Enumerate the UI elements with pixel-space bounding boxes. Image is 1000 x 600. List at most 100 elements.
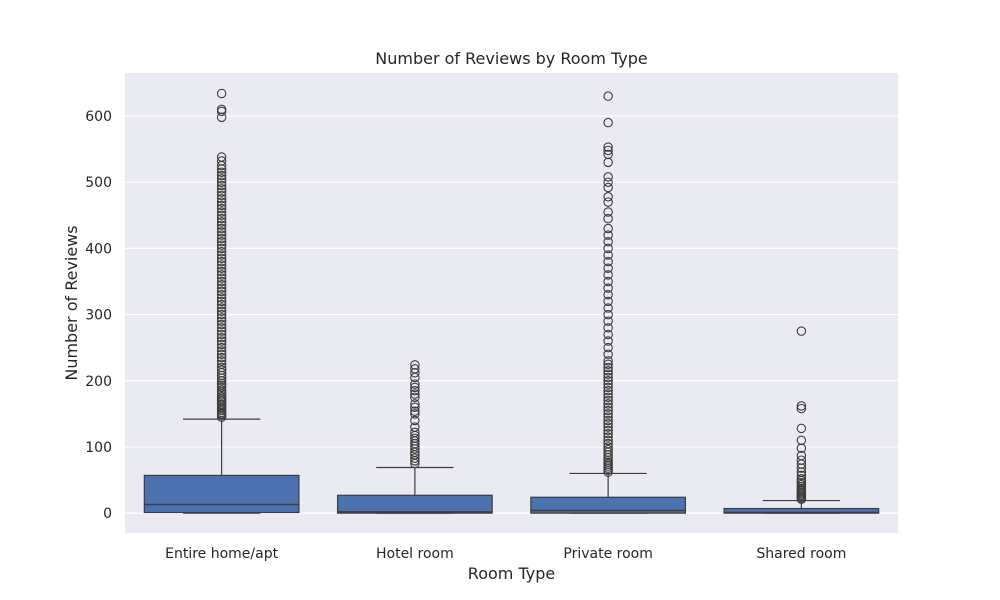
outlier-point (603, 336, 613, 346)
outlier-point (216, 346, 227, 356)
outlier-point (216, 194, 227, 204)
y-tick-label: 0 (103, 506, 112, 522)
outlier-point (603, 149, 613, 160)
outlier-point (603, 412, 613, 422)
plot-area (125, 73, 898, 533)
y-tick-labels: 0 100 200 300 400 500 600 (85, 109, 112, 522)
outlier-point (216, 256, 227, 267)
chart-title: Number of Reviews by Room Type (375, 49, 647, 68)
outlier-point (796, 401, 807, 411)
outlier-point (796, 435, 807, 446)
outlier-point (216, 299, 227, 310)
outlier-point (216, 207, 227, 217)
outlier-point (216, 200, 227, 211)
outlier-point (216, 280, 227, 290)
x-tick-label: Hotel room (376, 546, 454, 562)
outlier-point (216, 276, 227, 287)
outlier-point (216, 227, 227, 237)
outlier-point (410, 382, 420, 393)
outlier-point (603, 356, 613, 366)
outlier-point (216, 385, 227, 395)
outlier-point (796, 326, 807, 336)
outlier-point (603, 309, 613, 320)
outlier-point (216, 332, 227, 343)
outlier-point (216, 352, 227, 363)
outlier-point (216, 170, 227, 181)
outlier-point (603, 145, 613, 156)
outlier-point (796, 455, 807, 465)
outlier-point (216, 233, 227, 244)
y-tick-label: 200 (85, 374, 112, 390)
outlier-point (603, 283, 613, 293)
outlier-point (216, 217, 227, 227)
outlier-point (603, 405, 613, 416)
outlier-point (603, 399, 613, 409)
iqr-box (336, 494, 493, 514)
outlier-point (603, 362, 613, 373)
outlier-point (216, 210, 227, 221)
outlier-point (216, 180, 227, 191)
outlier-point (603, 428, 613, 439)
outlier-point (216, 167, 227, 178)
outlier-point (603, 270, 613, 280)
outlier-point (603, 91, 613, 101)
grid-lines (125, 115, 898, 514)
outlier-point (216, 316, 227, 326)
outlier-point (216, 286, 227, 297)
outlier-point (216, 190, 227, 201)
outlier-point (216, 270, 227, 280)
box-group (530, 91, 687, 514)
outlier-point (410, 392, 420, 403)
box-group (723, 326, 880, 514)
outlier-point (603, 329, 613, 340)
outlier-point (603, 323, 613, 333)
outlier-point (216, 187, 227, 197)
x-tick-label: Shared room (756, 546, 846, 562)
outlier-point (216, 362, 227, 373)
outlier-point (216, 213, 227, 224)
outlier-point (216, 250, 227, 260)
outlier-point (216, 306, 227, 317)
outlier-point (603, 192, 613, 202)
outlier-point (216, 263, 227, 274)
outlier-point (216, 309, 227, 320)
boxes (143, 88, 880, 514)
outlier-point (603, 296, 613, 307)
outlier-point (603, 349, 613, 360)
outlier-point (216, 356, 227, 366)
outlier-point (603, 316, 613, 326)
box-group (336, 360, 493, 514)
y-tick-label: 100 (85, 440, 112, 456)
outlier-point (603, 419, 613, 429)
outlier-point (603, 243, 613, 254)
outlier-point (410, 406, 420, 416)
outlier-point (410, 389, 420, 399)
outlier-point (410, 453, 420, 463)
outlier-point (603, 276, 613, 287)
outlier-point (603, 223, 613, 234)
outlier-point (410, 433, 420, 444)
outlier-point (603, 382, 613, 393)
outlier-point (603, 379, 613, 389)
outlier-point (216, 339, 227, 350)
outlier-point (216, 359, 227, 369)
y-tick-label: 300 (85, 308, 112, 324)
x-tick-labels: Entire home/apt Hotel room Private room Sha… (165, 546, 846, 562)
outlier-point (603, 432, 613, 442)
outlier-point (603, 230, 613, 240)
outlier-point (216, 260, 227, 270)
outlier-point (603, 438, 613, 449)
outlier-point (410, 360, 420, 370)
outlier-point (603, 395, 613, 406)
outlier-point (216, 293, 227, 303)
outlier-point (216, 177, 227, 187)
outlier-point (603, 435, 613, 446)
outlier-point (216, 313, 227, 323)
outlier-point (216, 230, 227, 240)
outlier-point (603, 366, 613, 376)
outlier-point (216, 326, 227, 336)
outlier-point (216, 223, 227, 234)
outlier-point (216, 88, 227, 99)
outlier-point (603, 385, 613, 396)
